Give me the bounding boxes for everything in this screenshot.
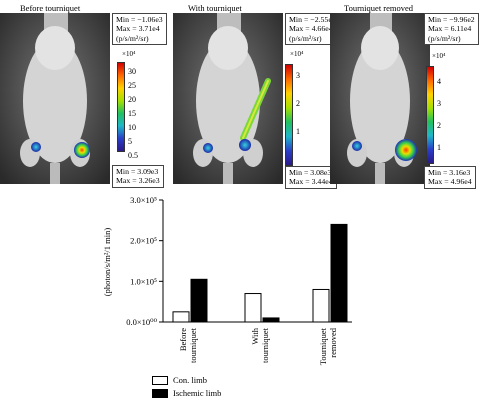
colorbar-tick: 2: [296, 99, 300, 108]
min-value: Min = −2.55e4: [289, 15, 336, 24]
x-tick-label: Tourniquetremoved: [318, 327, 338, 365]
colorbar-tick: 15: [128, 109, 136, 118]
colorbar-exponent: ×10⁴: [122, 50, 136, 58]
mouse-image: [173, 13, 283, 184]
mouse-illustration: [173, 13, 283, 184]
roi-range-box: Min = 3.08e3 Max = 3.44e4: [285, 166, 337, 189]
roi-range-box: Min = 3.09e3 Max = 3.26e3: [112, 165, 164, 188]
colorbar-tick: 0.5: [128, 151, 138, 160]
legend-label: Con. limb: [173, 375, 208, 385]
mouse-image: [330, 13, 430, 184]
unit-label: (p/s/m²/sr): [428, 33, 461, 43]
x-tick-label: Beforetourniquet: [178, 327, 198, 363]
mouse-illustration: [330, 13, 430, 184]
intensity-range-box: Min = −1.06e3 Max = 3.71e4 (p/s/m²/sr): [112, 13, 167, 46]
legend-item-ischemic-limb: Ischemic limb: [152, 388, 221, 398]
colorbar-tick: 30: [128, 67, 136, 76]
x-tick-label-line: tourniquet: [188, 327, 198, 363]
unit-label: (p/s/m²/sr): [289, 33, 322, 43]
max-value: Max = 6.11e4: [428, 24, 472, 34]
min-value: Min = −1.06e3: [116, 15, 163, 24]
bar-con-limb: [312, 288, 330, 323]
x-tick-label: Withtourniquet: [250, 327, 270, 363]
x-tick-label-line: Before: [178, 328, 188, 351]
bar-con-limb: [244, 293, 262, 323]
y-axis-label: (photon/s/m²/1 min): [102, 228, 112, 297]
intensity-range-box: Min = −9.96e2 Max = 6.11e4 (p/s/m²/sr): [424, 13, 479, 46]
colorbar-tick: 10: [128, 123, 136, 132]
colorbar-tick: 3: [437, 99, 441, 108]
min-value: Min = 3.09e3: [116, 167, 159, 176]
legend-swatch: [152, 375, 168, 385]
bar-con-limb: [172, 311, 190, 323]
colorbar-tick: 3: [296, 71, 300, 80]
panel-title: With tourniquet: [188, 3, 242, 13]
panel-title: Before tourniquet: [20, 3, 81, 13]
max-value: Max = 3.26e3: [116, 176, 160, 186]
legend-label: Ischemic limb: [173, 388, 222, 398]
colorbar-tick: 5: [128, 137, 132, 146]
bar-ischemic-limb: [330, 223, 348, 323]
x-tick-label-line: Tourniquet: [318, 327, 328, 365]
colorbar-tick: 4: [437, 77, 441, 86]
y-tick-label: 3.0×10⁵: [130, 195, 157, 205]
legend-item-con-limb: Con. limb: [152, 375, 207, 385]
max-value: Max = 4.66e4: [289, 24, 333, 34]
x-tick-label-line: tourniquet: [260, 327, 270, 363]
mouse-image: [0, 13, 110, 184]
colorbar: [426, 66, 434, 164]
min-value: Min = 3.08e3: [289, 168, 332, 177]
max-value: Max = 3.71e4: [116, 24, 160, 34]
y-tick-label: 2.0×10⁵: [130, 236, 157, 246]
x-tick-label-line: With: [250, 327, 260, 344]
colorbar-tick: 20: [128, 95, 136, 104]
colorbar-tick: 25: [128, 81, 136, 90]
unit-label: (p/s/m²/sr): [116, 33, 149, 43]
max-value: Max = 4.96e4: [428, 177, 472, 187]
colorbar-tick: 1: [296, 127, 300, 136]
max-value: Max = 3.44e4: [289, 177, 333, 187]
min-value: Min = 3.16e3: [428, 168, 471, 177]
bar-ischemic-limb: [190, 278, 208, 323]
min-value: Min = −9.96e2: [428, 15, 475, 24]
legend-swatch: [152, 388, 168, 398]
x-tick-label-line: removed: [328, 327, 338, 357]
panel-title: Tourniquet removed: [344, 3, 414, 13]
colorbar-exponent: ×10⁴: [432, 52, 446, 60]
colorbar: [285, 64, 293, 166]
roi-range-box: Min = 3.16e3 Max = 4.96e4: [424, 166, 476, 189]
y-tick-label: 0.0×10⁰⁰: [126, 317, 157, 327]
colorbar-tick: 1: [437, 143, 441, 152]
mouse-illustration: [0, 13, 110, 184]
colorbar: [117, 62, 125, 152]
colorbar-tick: 2: [437, 121, 441, 130]
colorbar-exponent: ×10⁴: [290, 50, 304, 58]
bar-ischemic-limb: [262, 317, 280, 323]
y-tick-label: 1.0×10⁵: [130, 276, 157, 286]
